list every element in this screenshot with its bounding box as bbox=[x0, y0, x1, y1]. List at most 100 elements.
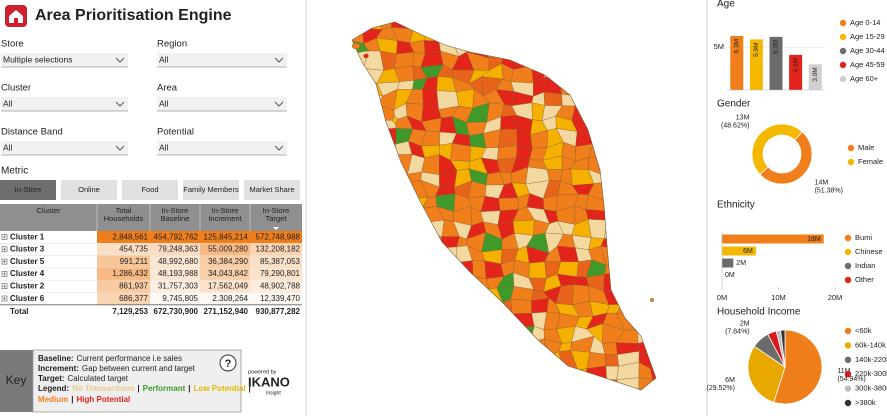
table-row-label: Cluster 5 bbox=[10, 257, 45, 266]
legend-marker bbox=[844, 327, 852, 335]
map-region[interactable] bbox=[531, 297, 550, 314]
table-cell bbox=[200, 243, 250, 256]
expand-icon[interactable] bbox=[1, 271, 8, 277]
table-cell-value: 991,211 bbox=[120, 257, 149, 266]
slice-value-label: (48.62%) bbox=[721, 122, 749, 129]
table-cell-value: 31,757,303 bbox=[158, 281, 199, 290]
help-icon[interactable] bbox=[219, 354, 237, 372]
bar-value-label: 0M bbox=[725, 272, 735, 279]
table-total-value: 7,129,253 bbox=[112, 307, 148, 316]
table-cell bbox=[250, 280, 302, 293]
slice-count-label: 13M bbox=[736, 114, 750, 121]
slice-count-label: 14M bbox=[815, 179, 829, 186]
table-row-label: Cluster 6 bbox=[10, 294, 45, 303]
metric-button[interactable] bbox=[0, 180, 56, 200]
map-region[interactable] bbox=[543, 91, 563, 107]
map-region[interactable] bbox=[602, 342, 618, 355]
dropdown[interactable] bbox=[1, 141, 128, 155]
bar-value-label: 2M bbox=[736, 260, 746, 267]
metric-button[interactable] bbox=[244, 180, 300, 200]
metric-label: Metric bbox=[1, 166, 28, 177]
table-cell-value: 861,937 bbox=[119, 281, 148, 290]
icon-door bbox=[14, 18, 18, 23]
table-cell-value: 572,748,988 bbox=[256, 232, 301, 241]
map-region[interactable] bbox=[450, 143, 471, 162]
filter-label: Store bbox=[1, 39, 24, 50]
expand-icon[interactable] bbox=[1, 246, 8, 253]
bar-value-label: 6.2M bbox=[773, 40, 780, 54]
slice-value-label: (7.84%) bbox=[725, 328, 750, 335]
metric-button-label: Market Share bbox=[249, 185, 294, 194]
expand-icon[interactable] bbox=[1, 295, 8, 302]
table-cell bbox=[200, 267, 250, 281]
map-region[interactable] bbox=[546, 169, 563, 181]
key-separator: | bbox=[137, 384, 139, 393]
map-region[interactable] bbox=[468, 133, 487, 149]
table-cell bbox=[250, 231, 302, 244]
legend-marker bbox=[839, 61, 847, 69]
table-cell bbox=[250, 255, 302, 268]
legend-label: Age 60+ bbox=[850, 74, 879, 83]
dropdown[interactable] bbox=[157, 141, 287, 155]
table-cell-value: 48,902,788 bbox=[260, 281, 301, 290]
slice-value-label: (51.38%) bbox=[815, 187, 843, 194]
donut-slice bbox=[751, 123, 803, 175]
expand-icon[interactable] bbox=[1, 283, 8, 290]
table-cell bbox=[150, 243, 200, 256]
map-region[interactable] bbox=[456, 88, 475, 109]
key-separator: | bbox=[188, 384, 190, 393]
slice-value-label: (29.52%) bbox=[707, 385, 735, 392]
bar-value-label: 5.9M bbox=[753, 42, 760, 56]
dropdown-chevron bbox=[115, 101, 125, 107]
map-region[interactable] bbox=[498, 197, 519, 211]
icon-house bbox=[9, 10, 23, 23]
metric-button-label: Food bbox=[141, 185, 158, 194]
map-region[interactable] bbox=[510, 298, 532, 315]
table-cell bbox=[97, 255, 150, 268]
metric-button[interactable] bbox=[122, 180, 178, 200]
key-text: Calculated target bbox=[68, 374, 129, 383]
legend-marker bbox=[839, 33, 847, 41]
legend-label: 140k-220k bbox=[855, 355, 887, 364]
dropdown[interactable] bbox=[157, 53, 287, 67]
metric-button[interactable] bbox=[61, 180, 117, 200]
map-region[interactable] bbox=[528, 261, 547, 279]
key-text: Gap between current and target bbox=[82, 364, 196, 373]
metric-button-label: Family Members bbox=[183, 185, 239, 194]
map-region[interactable] bbox=[500, 115, 517, 130]
table-column-header: In-Store bbox=[263, 206, 290, 215]
y-tick-label: 5M bbox=[714, 42, 724, 51]
expand-icon[interactable] bbox=[1, 234, 8, 240]
dropdown-chevron bbox=[274, 101, 284, 107]
expand-icon[interactable] bbox=[1, 258, 8, 265]
map-region[interactable] bbox=[586, 352, 607, 369]
expand-plus bbox=[3, 272, 6, 276]
table-cell bbox=[150, 292, 200, 305]
legend-marker bbox=[844, 342, 852, 349]
expand-plus bbox=[3, 284, 6, 288]
table-cell-value: 34,043,842 bbox=[208, 269, 249, 278]
dropdown-value: All bbox=[159, 54, 169, 64]
table-cell bbox=[150, 267, 200, 281]
dropdown[interactable] bbox=[157, 97, 287, 111]
map-region[interactable] bbox=[394, 52, 415, 69]
table-cell-value: 132,208,182 bbox=[256, 245, 301, 254]
table-cell bbox=[97, 280, 150, 293]
map-region[interactable] bbox=[498, 128, 518, 148]
table-cell-value: 79,248,363 bbox=[158, 245, 199, 254]
key-term: Target: bbox=[38, 374, 65, 383]
bar bbox=[808, 64, 822, 90]
chart-title: Gender bbox=[717, 99, 751, 110]
dropdown[interactable] bbox=[1, 97, 128, 111]
legend-marker bbox=[844, 276, 852, 284]
dropdown[interactable] bbox=[1, 53, 128, 67]
map-region[interactable] bbox=[604, 353, 619, 367]
table-cell bbox=[200, 280, 250, 293]
dropdown-value: Multiple selections bbox=[3, 54, 72, 64]
table-cell-value: 12,339,470 bbox=[260, 294, 301, 303]
key-tab bbox=[0, 350, 33, 412]
map-region[interactable] bbox=[512, 219, 535, 236]
key-line: Baseline: Current performance i.e sales bbox=[38, 354, 182, 363]
metric-button[interactable] bbox=[183, 180, 239, 200]
